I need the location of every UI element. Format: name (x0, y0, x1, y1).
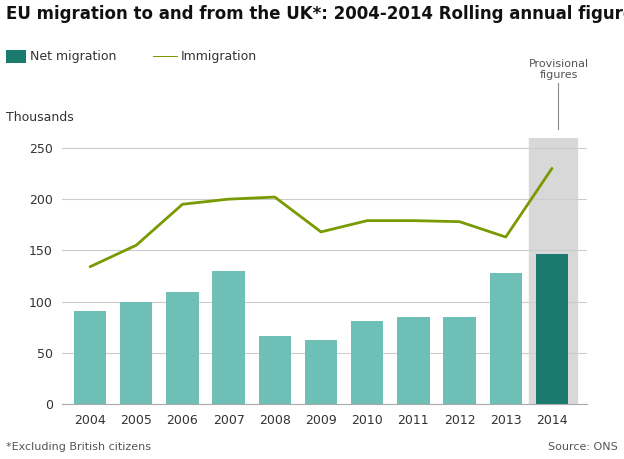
Bar (536, 254, 568, 404)
Text: *Excluding British citizens: *Excluding British citizens (6, 442, 151, 452)
Bar (305, 341, 337, 404)
Bar (213, 271, 245, 404)
Bar (351, 321, 383, 404)
Bar (490, 273, 522, 404)
Text: Net migration: Net migration (30, 50, 116, 63)
Bar (259, 336, 291, 404)
Text: Thousands: Thousands (6, 111, 74, 124)
Bar (397, 317, 429, 404)
Bar (167, 292, 198, 404)
Text: Source: ONS: Source: ONS (548, 442, 618, 452)
Text: EU migration to and from the UK*: 2004-2014 Rolling annual figures: EU migration to and from the UK*: 2004-2… (6, 5, 624, 22)
Bar (444, 317, 475, 404)
Text: Provisional
figures: Provisional figures (529, 59, 588, 80)
Bar (529, 138, 577, 404)
Text: Immigration: Immigration (181, 50, 257, 63)
Bar (120, 302, 152, 404)
Bar (74, 311, 106, 404)
